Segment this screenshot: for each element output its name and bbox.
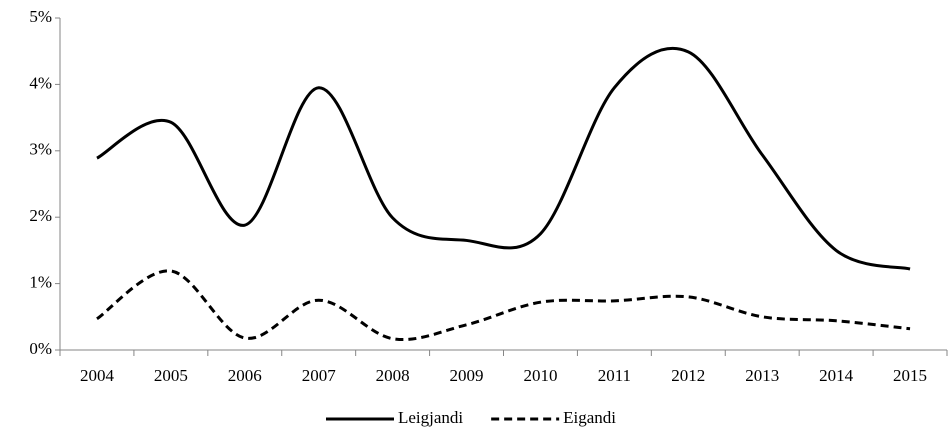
legend-label: Leigjandi: [398, 408, 463, 427]
x-tick-label: 2008: [376, 366, 410, 385]
x-tick-label: 2006: [228, 366, 262, 385]
x-tick-label: 2010: [523, 366, 557, 385]
line-series: [96, 269, 911, 342]
y-tick-label: 5%: [29, 7, 52, 26]
y-tick-label: 3%: [29, 140, 52, 159]
x-tick-label: 2011: [598, 366, 631, 385]
y-tick-label: 0%: [29, 339, 52, 358]
y-tick-label: 4%: [29, 73, 52, 92]
x-tick-label: 2015: [893, 366, 927, 385]
x-tick-label: 2004: [80, 366, 115, 385]
y-tick-label: 2%: [29, 206, 52, 225]
x-tick-label: 2013: [745, 366, 779, 385]
line-series: [96, 46, 911, 271]
x-tick-label: 2014: [819, 366, 854, 385]
x-tick-label: 2005: [154, 366, 188, 385]
y-tick-label: 1%: [29, 273, 52, 292]
legend-label: Eigandi: [563, 408, 616, 427]
x-tick-label: 2007: [302, 366, 337, 385]
x-tick-label: 2009: [450, 366, 484, 385]
x-tick-label: 2012: [671, 366, 705, 385]
